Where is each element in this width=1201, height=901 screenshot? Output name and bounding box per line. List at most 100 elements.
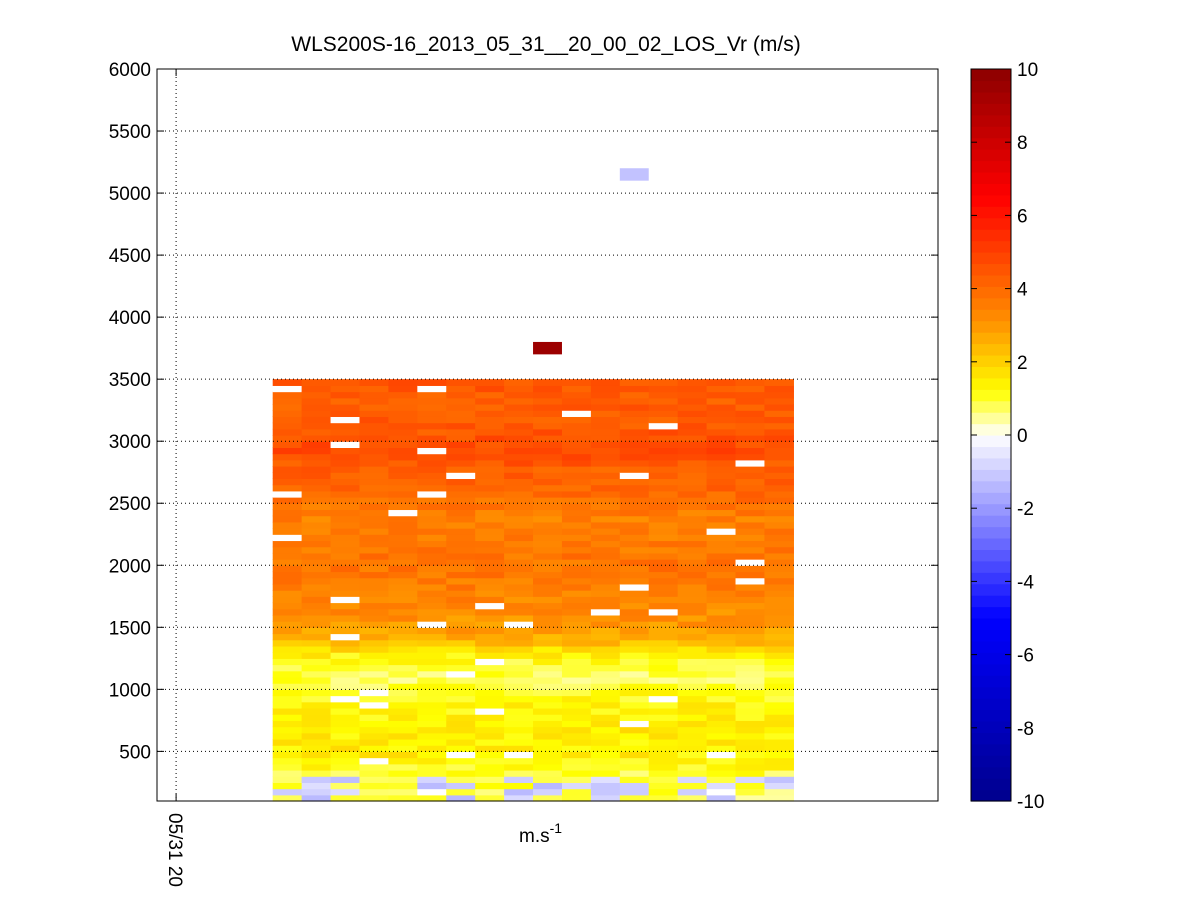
colorbar-tick-label: -6	[1017, 646, 1034, 667]
heatmap-cell	[417, 658, 447, 666]
heatmap-cell	[417, 745, 447, 752]
heatmap-cell	[475, 416, 505, 424]
heatmap-cell	[330, 627, 361, 635]
heatmap-cell	[706, 540, 737, 548]
heatmap-cell	[330, 503, 361, 511]
heatmap-cell	[475, 391, 505, 399]
y-tick-label: 4000	[109, 308, 151, 329]
heatmap-cell	[301, 652, 332, 659]
heatmap-cell	[388, 472, 418, 480]
heatmap-cell	[446, 503, 476, 511]
heatmap-cell	[764, 540, 794, 548]
heatmap-cell	[561, 757, 592, 765]
heatmap-cell	[735, 701, 766, 709]
heatmap-cell	[619, 695, 650, 703]
heatmap-cell	[533, 565, 563, 573]
y-tick-label: 2500	[109, 494, 151, 515]
heatmap-cell	[330, 652, 361, 659]
heatmap-cell	[561, 676, 592, 684]
heatmap-cell	[590, 652, 621, 659]
heatmap-cell	[359, 738, 390, 746]
heatmap-cell	[533, 534, 563, 542]
heatmap-cell	[590, 583, 621, 591]
heatmap-cell	[388, 596, 418, 604]
heatmap-cell	[648, 472, 679, 480]
heatmap-cell	[446, 732, 476, 740]
heatmap-cell	[446, 441, 476, 448]
heatmap-cell	[764, 503, 794, 511]
heatmap-cell	[533, 571, 563, 579]
heatmap-cell	[533, 472, 563, 480]
heatmap-cell	[388, 534, 418, 542]
heatmap-cell	[475, 422, 505, 430]
heatmap-cell	[504, 583, 534, 591]
heatmap-cell	[475, 466, 505, 473]
x-axis-label: m.s-1	[519, 820, 562, 847]
heatmap-cell	[735, 403, 766, 411]
heatmap-cell	[446, 614, 476, 622]
colorbar-band	[971, 343, 1011, 356]
heatmap-cell	[706, 478, 737, 486]
heatmap-cell	[417, 428, 447, 436]
heatmap-cell	[677, 782, 708, 790]
colorbar-band	[971, 698, 1011, 711]
heatmap-cell	[301, 528, 332, 535]
y-tick-label: 5000	[109, 184, 151, 205]
heatmap-cell	[561, 776, 592, 783]
heatmap-cell	[561, 441, 592, 448]
heatmap-cell	[301, 559, 332, 566]
heatmap-cell	[735, 466, 766, 473]
heatmap-cell	[272, 565, 303, 573]
heatmap-cell	[561, 714, 592, 721]
heatmap-cell	[388, 403, 418, 411]
heatmap-cell	[533, 416, 563, 424]
heatmap-cell	[446, 447, 476, 455]
heatmap-cell	[677, 639, 708, 647]
heatmap-cell	[735, 490, 766, 498]
heatmap-cell	[301, 720, 332, 728]
heatmap-cell	[590, 701, 621, 709]
heatmap-cell	[301, 726, 332, 734]
heatmap-cell	[677, 435, 708, 442]
heatmap-cell	[388, 509, 418, 517]
heatmap-cell	[301, 534, 332, 542]
heatmap-cell	[359, 546, 390, 554]
heatmap-cell	[272, 627, 303, 635]
y-axis: 500 1000 1500 2000 2500 3000 3500 4000 4500 5000 5…	[109, 60, 938, 763]
heatmap-cell	[446, 701, 476, 709]
heatmap-cell	[272, 403, 303, 411]
heatmap-cell	[561, 621, 592, 628]
heatmap-cell	[706, 490, 737, 498]
heatmap-cell	[330, 379, 361, 386]
heatmap-cell	[475, 658, 505, 666]
heatmap-cell	[504, 602, 534, 610]
heatmap-cell	[475, 794, 505, 802]
heatmap-cell	[648, 602, 679, 610]
heatmap-cell	[272, 577, 303, 585]
heatmap-cell	[735, 540, 766, 548]
heatmap-cell	[475, 484, 505, 492]
heatmap-cell	[590, 428, 621, 436]
heatmap-cell	[446, 410, 476, 417]
colorbar-band	[971, 686, 1011, 699]
heatmap-cell	[706, 788, 737, 796]
heatmap-cell	[446, 683, 476, 690]
heatmap-cell	[504, 416, 534, 424]
heatmap-cell	[706, 571, 737, 579]
heatmap-cell	[301, 565, 332, 573]
heatmap-cell	[619, 559, 650, 566]
heatmap-cell	[417, 515, 447, 523]
heatmap-cell	[330, 515, 361, 523]
heatmap-cell	[388, 497, 418, 504]
heatmap-cell	[619, 633, 650, 641]
heatmap-cell	[388, 664, 418, 672]
heatmap-cell	[677, 484, 708, 492]
heatmap-cell	[590, 534, 621, 542]
heatmap-cell	[533, 521, 563, 529]
heatmap-cell	[359, 397, 390, 405]
heatmap-cell	[475, 726, 505, 734]
heatmap-cell	[677, 732, 708, 740]
heatmap-cell	[619, 484, 650, 492]
colorbar-band	[971, 457, 1011, 470]
heatmap-cell	[272, 689, 303, 697]
